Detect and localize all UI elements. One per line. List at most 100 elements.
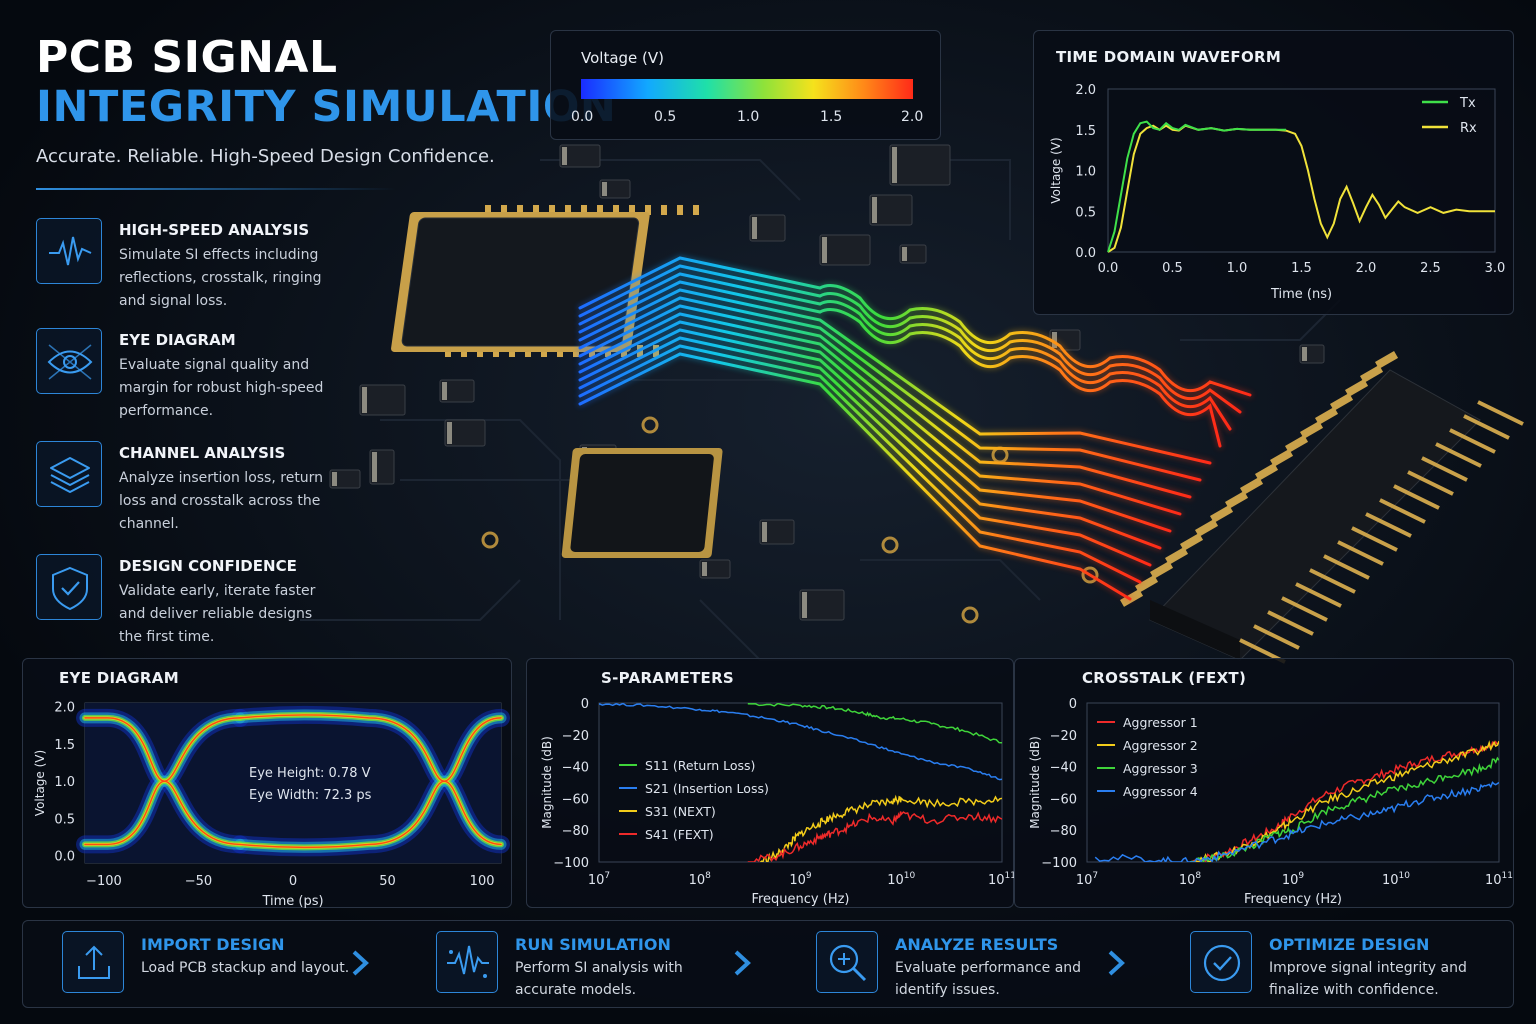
page-title-line1: PCB SIGNAL [36, 32, 338, 83]
step-body: Perform SI analysis with accurate models… [515, 960, 683, 998]
step-title: OPTIMIZE DESIGN [1269, 935, 1430, 954]
feature-body: Analyze insertion loss, return loss and … [119, 470, 324, 532]
smd-component [559, 144, 601, 168]
y-tick-label: −20 [562, 729, 589, 744]
ic-pin [693, 205, 699, 215]
x-tick-label: 109 [1282, 871, 1305, 888]
y-tick-label: 0.5 [1075, 205, 1096, 220]
y-tick-label: −100 [1041, 856, 1077, 871]
series-line-1 [747, 703, 1002, 744]
magnifier-icon [816, 931, 878, 993]
y-tick-label: −40 [1050, 761, 1077, 776]
connector-pad [1330, 393, 1354, 411]
feature-high-speed-analysis: HIGH-SPEED ANALYSIS Simulate SI effects … [36, 218, 336, 318]
shield-check-icon [36, 554, 102, 620]
ic-pin [549, 205, 555, 215]
component-pad [562, 147, 567, 165]
via [961, 606, 979, 624]
legend-label: S21 (Insertion Loss) [645, 781, 769, 796]
smd-component [759, 519, 795, 545]
workflow-steps: IMPORT DESIGN Load PCB stackup and layou… [22, 920, 1514, 1008]
x-axis-label: Frequency (Hz) [1244, 892, 1342, 907]
connector-pad [1135, 574, 1159, 593]
step-body: Load PCB stackup and layout. [141, 960, 350, 976]
signal-trace [578, 296, 1202, 482]
connector-pin [1309, 568, 1356, 594]
y-axis-label: Voltage (V) [1049, 137, 1063, 203]
connector-pin [1281, 596, 1328, 622]
component-pad [902, 247, 907, 261]
via [1081, 566, 1099, 584]
eye-trace [239, 714, 502, 846]
connector-pin [1295, 582, 1342, 608]
x-tick-label: 107 [1076, 871, 1098, 888]
feature-title: CHANNEL ANALYSIS [119, 444, 286, 462]
signal-trace [578, 256, 1252, 397]
connector-pad [1300, 421, 1324, 439]
s-parameters-title: S-PARAMETERS [601, 669, 735, 687]
y-tick-label: 1.5 [54, 738, 75, 753]
component-pad [752, 217, 757, 239]
connector-pad [1240, 477, 1264, 495]
eye-annotation: Eye Width: 72.3 ps [249, 788, 372, 803]
ic-pin [613, 205, 619, 215]
component-pad [762, 522, 767, 542]
series-line-3 [760, 794, 1002, 862]
connector-pad [1210, 505, 1234, 523]
signal-trace [578, 272, 1232, 431]
component-pad [1302, 347, 1307, 361]
ic-pin [565, 205, 571, 215]
x-tick-label: 1011 [988, 871, 1015, 888]
signal-trace [578, 288, 1212, 465]
page-title-line2: INTEGRITY SIMULATION [36, 82, 617, 132]
eye-diagram-chart: −100 −50 0 50 100 0.0 0.5 1.0 1.5 2.0 Time (ps) Vol… [33, 701, 510, 909]
colorbar-tick: 1.5 [820, 109, 843, 125]
x-tick-label: 2.0 [1356, 261, 1377, 276]
series-line-4 [1094, 781, 1499, 862]
feature-design-confidence: DESIGN CONFIDENCE Validate early, iterat… [36, 554, 336, 654]
crosstalk-title: CROSSTALK (FEXT) [1082, 669, 1247, 687]
connector-pin [1477, 400, 1524, 426]
connector-pin [1365, 512, 1412, 538]
series-line-2 [1190, 740, 1499, 862]
y-tick-label: −80 [1050, 824, 1077, 839]
legend-label: Aggressor 1 [1123, 715, 1198, 730]
waveform-icon [36, 218, 102, 284]
connector-pad [1270, 449, 1294, 467]
plot-frame [1107, 88, 1496, 253]
connector-pad [1315, 407, 1339, 425]
y-tick-label: 0 [1069, 697, 1077, 712]
waveform-title: TIME DOMAIN WAVEFORM [1056, 48, 1282, 66]
smd-component [699, 559, 731, 579]
series-line-tx [1107, 120, 1286, 253]
colorbar-tick: 2.0 [901, 109, 924, 125]
signal-trace [578, 280, 1222, 448]
connector-pad [1180, 532, 1204, 551]
colorbar-title: Voltage (V) [581, 49, 664, 67]
eye-traces [76, 705, 510, 857]
chevron-right-icon [734, 950, 751, 976]
x-tick-label: −100 [86, 874, 122, 889]
x-tick-label: 3.0 [1485, 261, 1506, 276]
step-title: IMPORT DESIGN [141, 935, 285, 954]
series-line-1 [1189, 740, 1499, 862]
feature-body: Evaluate signal quality and margin for r… [119, 357, 324, 419]
waveform-panel: TIME DOMAIN WAVEFORM 0.0 0.5 1.0 1.5 2.0 2.5 3… [1033, 30, 1514, 315]
header-divider [36, 188, 396, 190]
legend-label: Rx [1460, 121, 1477, 136]
x-tick-label: 1010 [887, 871, 915, 888]
via [481, 531, 499, 549]
y-axis-label: Voltage (V) [33, 750, 47, 816]
signal-trace [578, 264, 1242, 414]
connector-pin [1351, 526, 1398, 552]
y-tick-label: −80 [562, 824, 589, 839]
colorbar-tick: 1.0 [737, 109, 760, 125]
y-tick-label: 2.0 [54, 701, 75, 716]
y-tick-label: −60 [562, 792, 589, 807]
series-line-2 [599, 703, 1002, 781]
eye-icon [36, 328, 102, 394]
layers-icon [36, 441, 102, 507]
chevron-right-icon [1108, 950, 1125, 976]
smd-component [359, 384, 406, 416]
pulse-icon [436, 931, 498, 993]
